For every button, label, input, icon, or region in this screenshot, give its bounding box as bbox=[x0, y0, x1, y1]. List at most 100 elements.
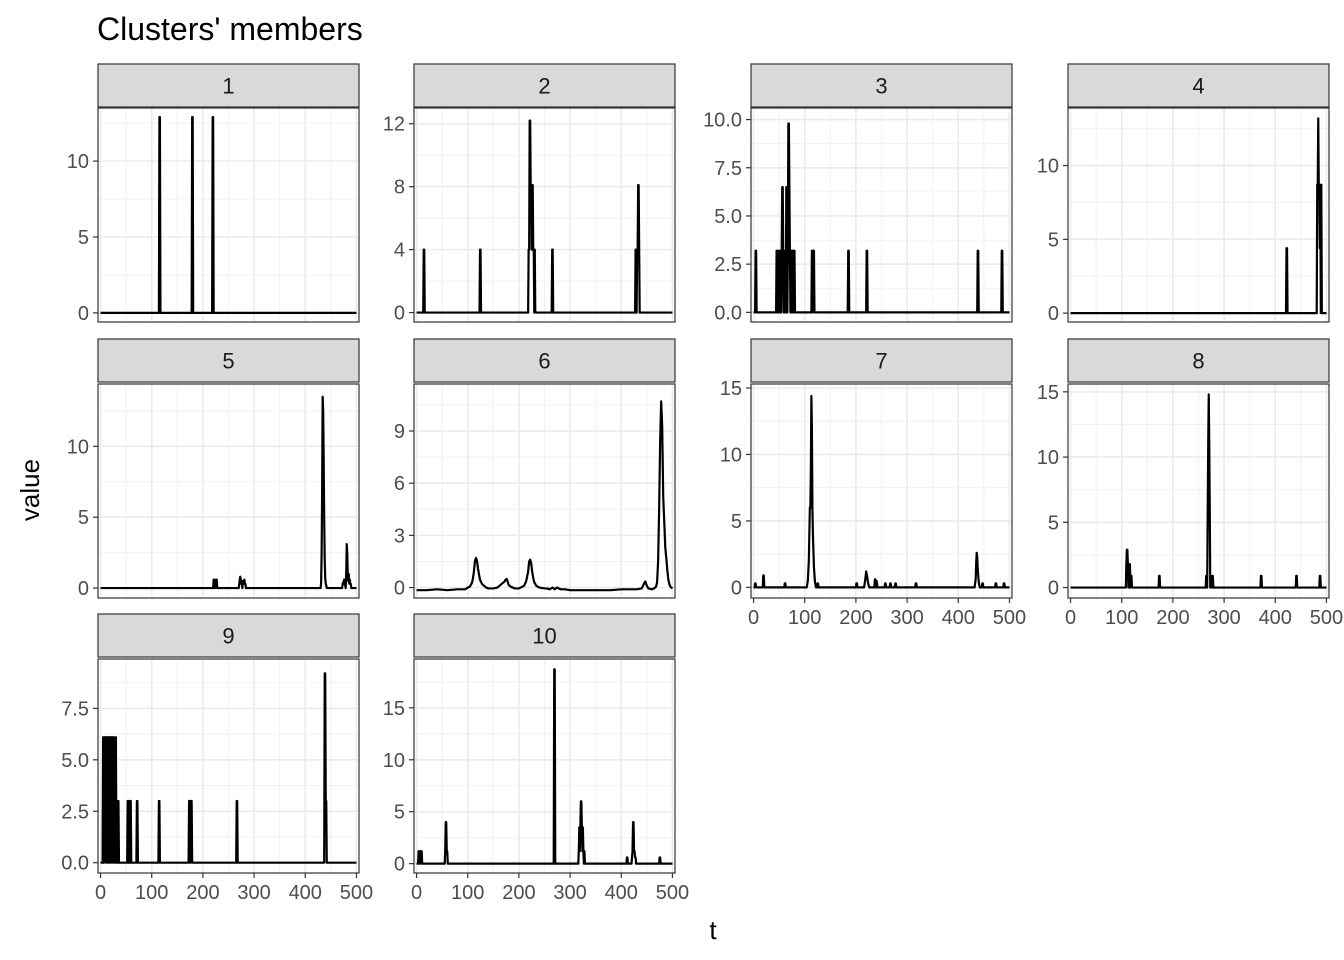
facet-panel-3: 3 0.0 2.5 5.0 7.5 10.0 bbox=[703, 63, 1013, 324]
y-tick-label: 5 bbox=[1048, 512, 1059, 534]
y-tick-label: 0 bbox=[394, 303, 405, 325]
y-tick-label: 0 bbox=[394, 854, 405, 876]
y-tick-label: 5.0 bbox=[61, 750, 89, 772]
x-tick-label: 0 bbox=[411, 882, 422, 904]
facet-strip-label: 2 bbox=[538, 74, 550, 99]
panel-border bbox=[413, 658, 676, 874]
x-tick-label: 500 bbox=[656, 882, 689, 904]
facet-strip bbox=[750, 63, 1013, 108]
series-line bbox=[416, 668, 673, 865]
facet-strip-label: 4 bbox=[1192, 74, 1204, 99]
y-tick-label: 12 bbox=[383, 114, 405, 136]
x-tick-label: 0 bbox=[748, 607, 759, 629]
y-tick-label: 6 bbox=[394, 473, 405, 495]
facet-strip bbox=[413, 63, 676, 108]
y-tick-label: 3 bbox=[394, 525, 405, 547]
x-tick-label: 200 bbox=[502, 882, 535, 904]
y-tick-label: 7.5 bbox=[61, 698, 89, 720]
y-tick-label: 5 bbox=[78, 507, 89, 529]
x-tick-label: 300 bbox=[553, 882, 586, 904]
x-tick-label: 300 bbox=[1207, 607, 1240, 629]
series-line bbox=[100, 395, 357, 590]
y-tick-label: 5 bbox=[731, 511, 742, 533]
x-tick-label: 200 bbox=[839, 607, 872, 629]
facet-strip-label: 5 bbox=[222, 349, 234, 374]
series-line bbox=[1070, 117, 1327, 315]
x-tick-label: 0 bbox=[95, 882, 106, 904]
y-tick-label: 10.0 bbox=[703, 110, 742, 132]
facet-strip-label: 10 bbox=[532, 624, 556, 649]
panel-border bbox=[97, 107, 360, 323]
facet-strip bbox=[1067, 338, 1330, 383]
x-tick-label: 300 bbox=[237, 882, 270, 904]
y-tick-label: 5 bbox=[394, 802, 405, 824]
facet-panel-2: 2 0 4 8 12 bbox=[383, 63, 676, 325]
y-tick-label: 0 bbox=[78, 578, 89, 600]
panel-border bbox=[1067, 107, 1330, 323]
y-tick-label: 10 bbox=[67, 151, 89, 173]
panel-border bbox=[750, 383, 1013, 599]
x-tick-label: 100 bbox=[135, 882, 168, 904]
x-tick-label: 500 bbox=[993, 607, 1026, 629]
y-tick-label: 0 bbox=[731, 577, 742, 599]
series-line bbox=[1070, 393, 1327, 589]
y-tick-label: 7.5 bbox=[714, 158, 742, 180]
facet-strip bbox=[97, 63, 360, 108]
x-tick-label: 400 bbox=[942, 607, 975, 629]
x-tick-label: 200 bbox=[186, 882, 219, 904]
x-tick-label: 100 bbox=[451, 882, 484, 904]
facet-strip bbox=[413, 338, 676, 383]
facet-strip bbox=[750, 338, 1013, 383]
panel-border bbox=[1067, 383, 1330, 599]
facet-panel-5: 5 0 5 10 bbox=[67, 338, 360, 600]
x-tick-label: 500 bbox=[340, 882, 373, 904]
y-tick-label: 0 bbox=[394, 578, 405, 600]
y-tick-label: 9 bbox=[394, 421, 405, 443]
y-tick-label: 15 bbox=[720, 378, 742, 400]
x-tick-label: 100 bbox=[1105, 607, 1138, 629]
y-tick-label: 4 bbox=[394, 240, 405, 262]
facet-panel-6: 6 0 3 6 9 bbox=[394, 338, 676, 600]
facet-strip bbox=[1067, 63, 1330, 108]
y-tick-label: 8 bbox=[394, 177, 405, 199]
y-tick-label: 5 bbox=[1048, 229, 1059, 251]
y-axis-label: value bbox=[15, 459, 45, 521]
x-tick-label: 100 bbox=[788, 607, 821, 629]
x-tick-label: 500 bbox=[1310, 607, 1343, 629]
y-tick-label: 10 bbox=[1037, 447, 1059, 469]
series-line bbox=[100, 116, 357, 314]
y-tick-label: 0.0 bbox=[714, 302, 742, 324]
x-tick-label: 200 bbox=[1156, 607, 1189, 629]
facet-strip bbox=[97, 338, 360, 383]
facet-strip-label: 3 bbox=[875, 74, 887, 99]
y-tick-label: 0 bbox=[1048, 303, 1059, 325]
panel-border bbox=[413, 107, 676, 323]
facet-strip bbox=[413, 613, 676, 658]
facet-strip-label: 1 bbox=[222, 74, 234, 99]
series-line bbox=[753, 122, 1010, 314]
facet-strip-label: 9 bbox=[222, 624, 234, 649]
y-tick-label: 0 bbox=[78, 303, 89, 325]
panel-border bbox=[413, 383, 676, 599]
x-tick-label: 400 bbox=[1259, 607, 1292, 629]
facet-strip-label: 6 bbox=[538, 349, 550, 374]
series-line bbox=[100, 672, 357, 864]
x-axis-label: t bbox=[709, 915, 717, 945]
panel-border bbox=[97, 658, 360, 874]
x-tick-label: 300 bbox=[890, 607, 923, 629]
y-tick-label: 0.0 bbox=[61, 853, 89, 875]
x-tick-label: 400 bbox=[605, 882, 638, 904]
facet-panel-7: 7 0 5 10 15 0 100 200 300 400 500 bbox=[720, 338, 1026, 629]
facet-panel-4: 4 0 5 10 bbox=[1037, 63, 1330, 325]
y-tick-label: 15 bbox=[383, 698, 405, 720]
panel-border bbox=[97, 383, 360, 599]
y-tick-label: 15 bbox=[1037, 382, 1059, 404]
y-tick-label: 10 bbox=[67, 436, 89, 458]
y-tick-label: 5.0 bbox=[714, 206, 742, 228]
y-tick-label: 10 bbox=[383, 750, 405, 772]
y-tick-label: 10 bbox=[720, 444, 742, 466]
